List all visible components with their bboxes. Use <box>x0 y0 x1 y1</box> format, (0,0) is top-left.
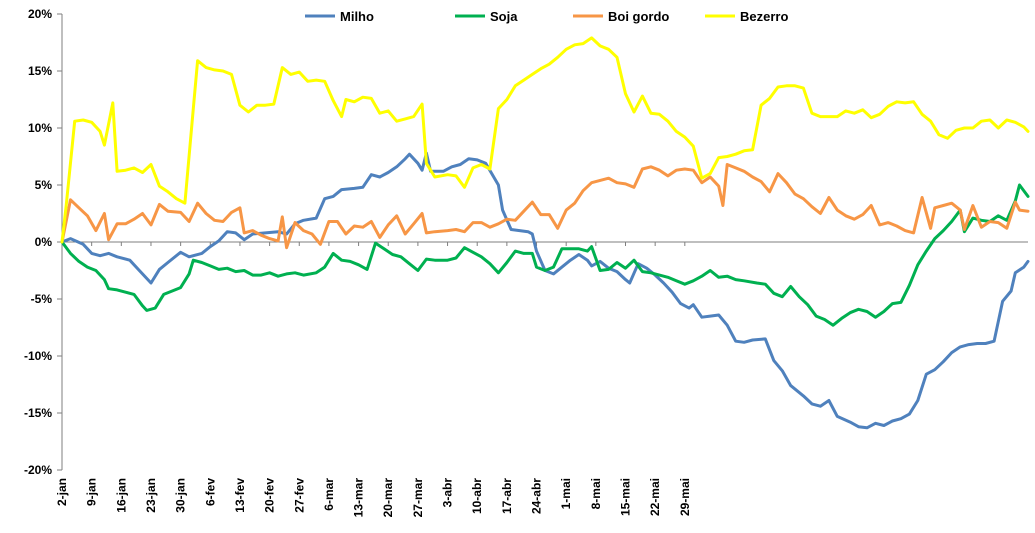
y-tick-label: -20% <box>24 463 52 477</box>
y-tick-label: 15% <box>28 64 52 78</box>
x-tick-label: 27-fev <box>292 478 306 513</box>
legend-label-boi-gordo: Boi gordo <box>608 9 669 24</box>
x-tick-label: 1-mai <box>559 478 573 509</box>
y-axis: -20% -15% -10% -5% 0% 5% 10% 15% 20% <box>24 7 63 477</box>
legend-label-bezerro: Bezerro <box>740 9 788 24</box>
y-tick-label: -5% <box>31 292 53 306</box>
y-tick-label: 5% <box>35 178 53 192</box>
x-tick-label: 22-mai <box>648 478 662 516</box>
x-tick-label: 17-abr <box>500 478 514 514</box>
x-tick-label: 30-jan <box>174 478 188 513</box>
x-tick-label: 13-fev <box>233 478 247 513</box>
x-tick-label: 2-jan <box>55 478 69 506</box>
y-tick-label: 10% <box>28 121 52 135</box>
x-tick-label: 15-mai <box>619 478 633 516</box>
series-line-soja <box>60 183 1030 327</box>
x-tick-label: 23-jan <box>144 478 158 513</box>
series-line-boi-gordo <box>60 163 1030 250</box>
x-tick-label: 6-mar <box>322 478 336 511</box>
x-tick-label: 9-jan <box>85 478 99 506</box>
x-tick-label: 10-abr <box>470 478 484 514</box>
x-tick-label: 3-abr <box>441 478 455 508</box>
x-tick-label: 8-mai <box>589 478 603 509</box>
x-tick-label: 20-fev <box>263 478 277 513</box>
legend-label-milho: Milho <box>340 9 374 24</box>
y-tick-label: -10% <box>24 349 52 363</box>
series-layer <box>60 36 1030 430</box>
legend: Milho Soja Boi gordo Bezerro <box>305 9 788 24</box>
x-axis: 2-jan 9-jan 16-jan 23-jan 30-jan 6-fev 13-fev 2… <box>55 241 1028 518</box>
series-line-milho <box>60 151 1030 430</box>
y-tick-label: 20% <box>28 7 52 21</box>
x-tick-label: 24-abr <box>530 478 544 514</box>
y-tick-label: 0% <box>35 235 53 249</box>
x-tick-label: 13-mar <box>352 478 366 518</box>
x-tick-label: 29-mai <box>678 478 692 516</box>
legend-label-soja: Soja <box>490 9 518 24</box>
x-tick-label: 6-fev <box>203 478 217 506</box>
y-tick-label: -15% <box>24 406 52 420</box>
series-line-bezerro <box>60 36 1030 244</box>
x-tick-label: 27-mar <box>411 478 425 518</box>
x-tick-label: 20-mar <box>381 478 395 518</box>
x-tick-label: 16-jan <box>114 478 128 513</box>
